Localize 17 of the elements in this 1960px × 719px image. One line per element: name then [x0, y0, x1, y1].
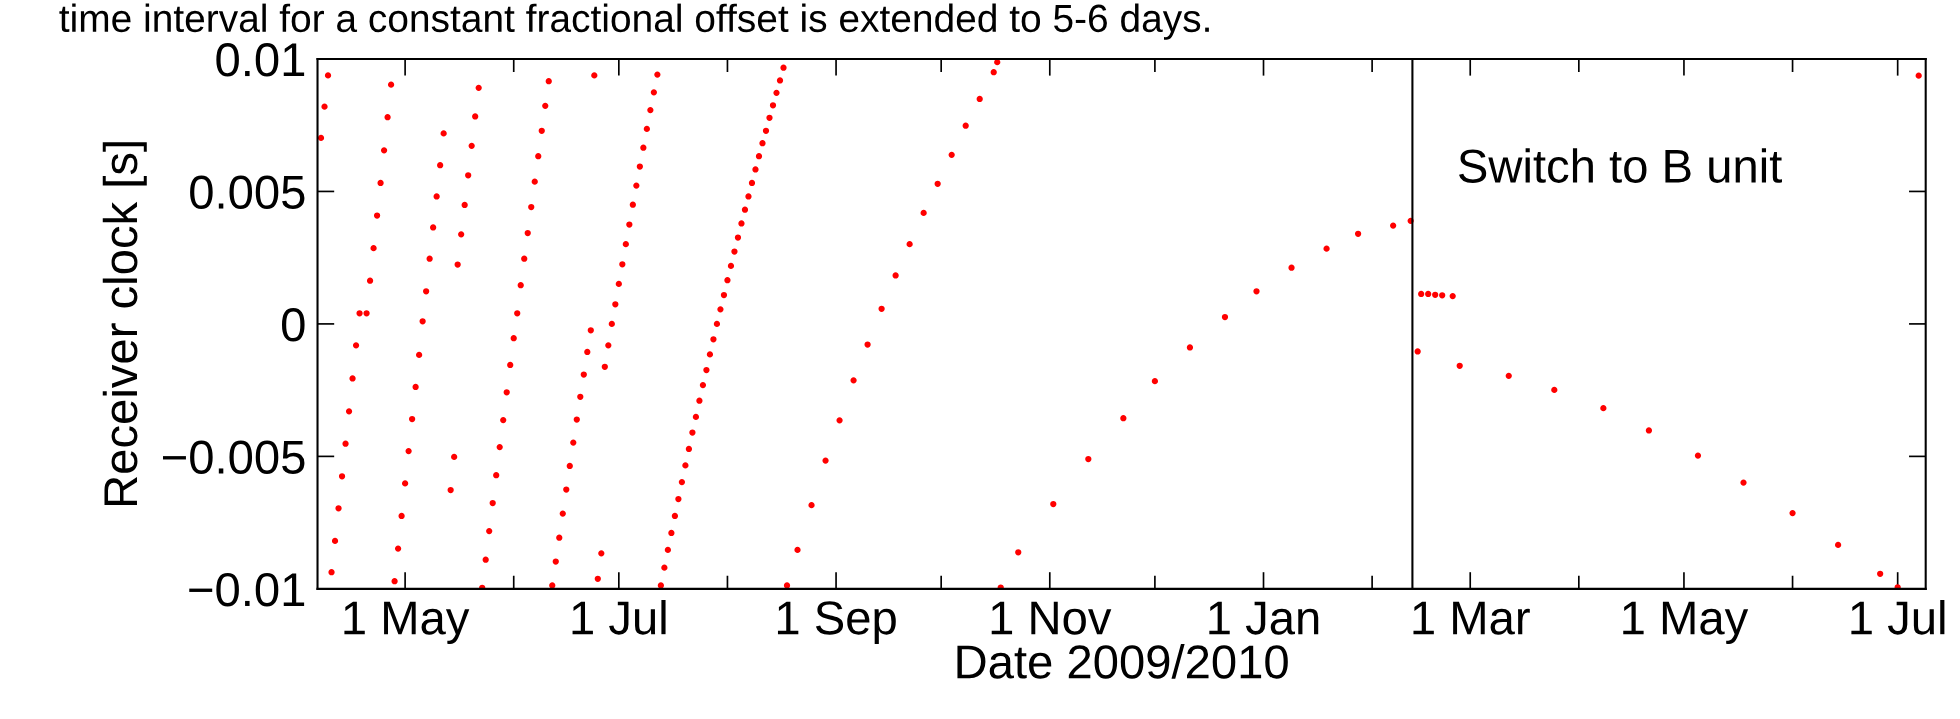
- x-tick-label: 1 Jan: [1209, 601, 1319, 635]
- x-tick-label: 1 Jul: [572, 599, 666, 635]
- x-tick-label: 1 Jul: [1851, 599, 1945, 635]
- y-tick-label: 0.01: [216, 43, 305, 77]
- y-tick-label: 0.005: [190, 175, 305, 210]
- ref-line-label: Switch to B unit: [1459, 148, 1782, 183]
- y-axis-title: Receiver clock [s]: [102, 142, 147, 506]
- y-tick-label: −0.01: [189, 573, 305, 607]
- x-tick-label: 1 Sep: [777, 601, 896, 644]
- text: time interval for a constant fractional offset is extended to 5-6 days.: [59, 3, 1209, 40]
- x-tick-label: 1 Nov: [991, 601, 1112, 635]
- x-tick-label: 1 May: [344, 601, 470, 644]
- x-axis-title: Date 2009/2010: [957, 643, 1288, 679]
- x-tick-label: 1 May: [1623, 601, 1749, 644]
- x-tick-label: 1 Mar: [1413, 601, 1530, 635]
- y-tick-label: −0.005: [163, 440, 305, 474]
- y-tick-label: 0: [281, 308, 305, 342]
